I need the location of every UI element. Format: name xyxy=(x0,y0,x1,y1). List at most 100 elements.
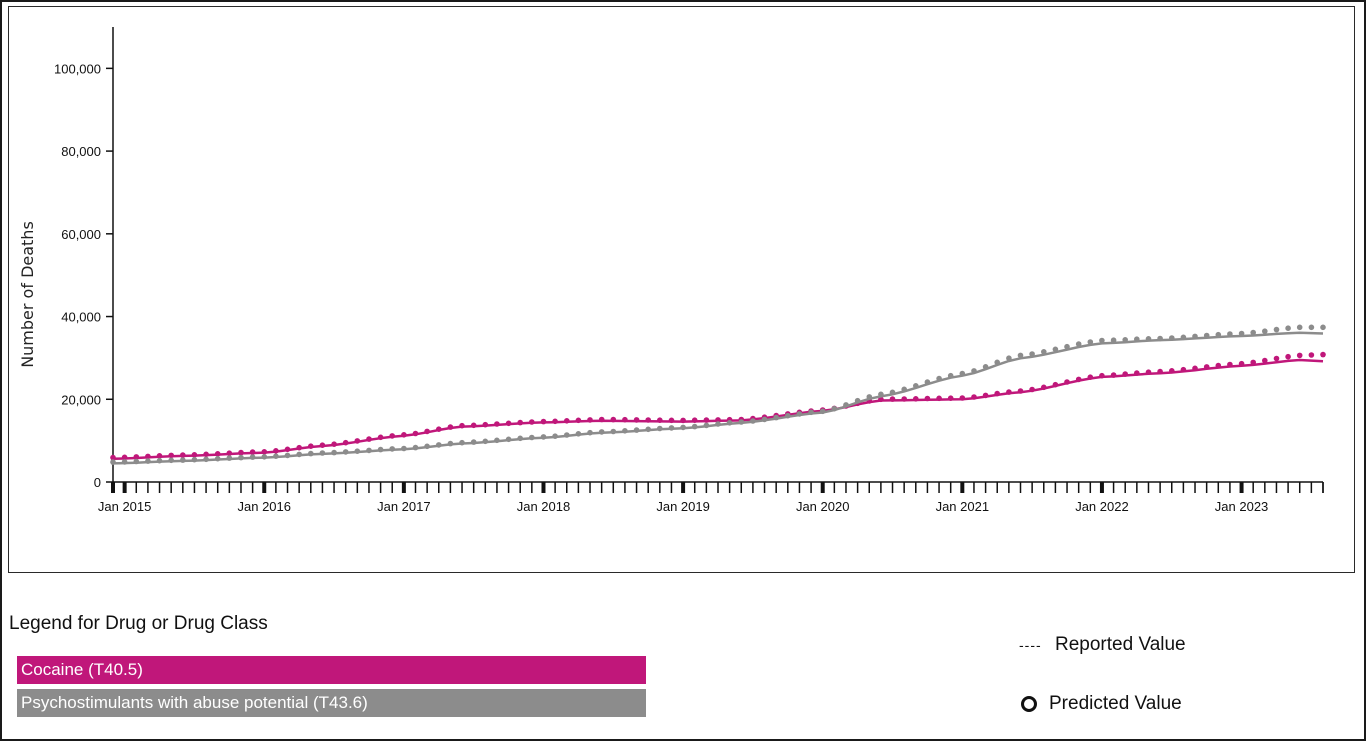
predicted-point-0 xyxy=(540,418,547,425)
predicted-point-1 xyxy=(831,405,838,412)
predicted-point-1 xyxy=(249,454,256,460)
predicted-point-1 xyxy=(1017,352,1024,359)
predicted-point-1 xyxy=(308,450,314,457)
predicted-point-1 xyxy=(761,416,768,423)
predicted-point-1 xyxy=(1122,337,1128,343)
predicted-point-0 xyxy=(145,453,151,460)
predicted-point-1 xyxy=(1157,335,1163,342)
predicted-point-0 xyxy=(1227,361,1233,368)
predicted-point-1 xyxy=(1296,324,1303,331)
predicted-point-0 xyxy=(459,422,465,429)
predicted-point-0 xyxy=(110,454,116,461)
predicted-point-1 xyxy=(1064,343,1070,350)
predicted-point-0 xyxy=(377,434,384,441)
predicted-point-1 xyxy=(226,455,233,461)
predicted-point-0 xyxy=(680,417,686,424)
predicted-point-0 xyxy=(482,421,489,428)
legend-item-cocaine[interactable]: Cocaine (T40.5) xyxy=(17,656,646,684)
predicted-point-1 xyxy=(866,394,873,400)
predicted-point-1 xyxy=(342,449,349,455)
predicted-point-0 xyxy=(529,419,535,425)
predicted-point-1 xyxy=(796,411,803,417)
predicted-point-0 xyxy=(366,436,372,442)
predicted-point-1 xyxy=(1169,335,1175,341)
predicted-point-0 xyxy=(668,417,675,424)
predicted-point-0 xyxy=(1052,381,1059,388)
predicted-point-0 xyxy=(191,452,198,458)
legend-item-psychostimulants[interactable]: Psychostimulants with abuse potential (T… xyxy=(17,689,646,717)
predicted-point-1 xyxy=(168,457,174,464)
y-tick-label: 20,000 xyxy=(61,392,101,407)
predicted-point-0 xyxy=(1262,357,1268,364)
predicted-point-1 xyxy=(377,446,384,453)
predicted-point-1 xyxy=(1227,331,1233,337)
x-tick-label: Jan 2022 xyxy=(1075,499,1129,514)
predicted-point-1 xyxy=(1192,333,1198,340)
predicted-point-0 xyxy=(296,444,303,451)
predicted-point-0 xyxy=(168,452,174,459)
predicted-point-1 xyxy=(505,436,512,443)
predicted-point-0 xyxy=(447,424,454,430)
predicted-point-0 xyxy=(1157,368,1163,375)
predicted-point-0 xyxy=(261,449,268,455)
predicted-point-0 xyxy=(552,418,558,425)
predicted-point-1 xyxy=(715,421,721,427)
predicted-point-1 xyxy=(1145,336,1152,342)
predicted-point-1 xyxy=(598,429,605,435)
predicted-point-1 xyxy=(1273,326,1280,333)
predicted-point-1 xyxy=(668,425,675,431)
predicted-point-1 xyxy=(1075,341,1082,347)
predicted-point-1 xyxy=(389,446,396,452)
x-tick-label: Jan 2023 xyxy=(1215,499,1269,514)
predicted-point-1 xyxy=(529,434,535,441)
predicted-point-1 xyxy=(587,429,593,436)
dashed-line-icon: ---- xyxy=(1019,637,1042,653)
predicted-point-0 xyxy=(121,454,128,461)
predicted-point-1 xyxy=(180,457,186,463)
predicted-point-1 xyxy=(517,435,523,442)
predicted-point-1 xyxy=(191,456,198,463)
predicted-point-1 xyxy=(238,454,244,461)
predicted-point-0 xyxy=(1250,359,1256,366)
predicted-point-1 xyxy=(819,408,826,415)
predicted-point-0 xyxy=(1285,353,1291,360)
predicted-point-1 xyxy=(331,449,337,456)
predicted-point-0 xyxy=(575,417,582,424)
predicted-point-0 xyxy=(1006,389,1012,395)
predicted-point-1 xyxy=(971,368,977,374)
predicted-point-0 xyxy=(1017,388,1024,394)
reported-value-label: Reported Value xyxy=(1055,634,1186,655)
predicted-point-1 xyxy=(1215,331,1222,338)
predicted-point-0 xyxy=(319,442,326,449)
predicted-point-1 xyxy=(319,450,326,456)
predicted-point-0 xyxy=(1180,366,1187,373)
predicted-point-1 xyxy=(575,431,582,437)
predicted-point-1 xyxy=(1110,337,1117,344)
predicted-point-1 xyxy=(447,440,454,447)
predicted-point-1 xyxy=(121,459,128,465)
predicted-point-1 xyxy=(622,428,628,434)
predicted-point-1 xyxy=(1134,336,1140,343)
predicted-point-0 xyxy=(1169,368,1175,374)
predicted-point-1 xyxy=(424,443,430,450)
predicted-point-0 xyxy=(494,421,500,427)
x-tick-label: Jan 2015 xyxy=(98,499,152,514)
predicted-point-0 xyxy=(1215,362,1222,369)
predicted-point-1 xyxy=(1099,337,1105,344)
predicted-point-0 xyxy=(1238,360,1245,367)
predicted-point-1 xyxy=(214,455,221,462)
predicted-point-0 xyxy=(959,395,966,401)
predicted-value-label: Predicted Value xyxy=(1049,693,1182,714)
y-tick-label: 0 xyxy=(94,475,101,490)
predicted-point-0 xyxy=(238,449,244,456)
line-chart: 0 20,000 40,000 60,000 80,000 100,000 Number o… xyxy=(18,27,1326,514)
predicted-point-0 xyxy=(226,450,233,457)
predicted-point-1 xyxy=(703,422,710,429)
x-tick-label: Jan 2019 xyxy=(656,499,710,514)
predicted-point-0 xyxy=(214,451,221,457)
predicted-point-1 xyxy=(436,442,442,448)
predicted-point-1 xyxy=(901,386,907,393)
y-tick-label: 60,000 xyxy=(61,227,101,242)
predicted-point-0 xyxy=(889,396,896,402)
